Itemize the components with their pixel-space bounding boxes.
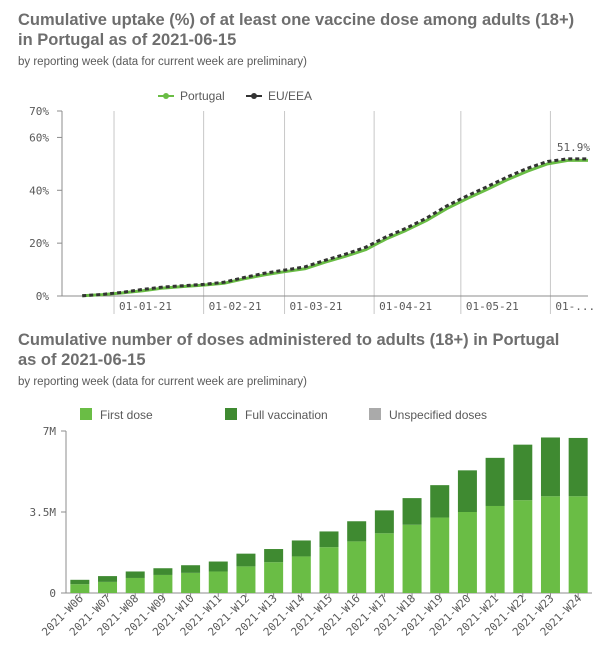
bar-full-vaccination: [374, 510, 394, 534]
legend-eu-label: EU/EEA: [268, 89, 312, 103]
bar-first-dose: [208, 571, 228, 593]
y-tick-label: 70%: [29, 105, 49, 118]
bar-full-vaccination: [98, 576, 118, 582]
chart2-subtitle: by reporting week (data for current week…: [18, 376, 307, 388]
legend-label: First dose: [100, 408, 153, 422]
bar-first-dose: [430, 517, 450, 593]
bar-full-vaccination: [153, 568, 173, 575]
legend-swatch: [369, 408, 381, 420]
bar-first-dose: [457, 512, 477, 593]
bar-first-dose: [485, 505, 505, 593]
x-tick-label: 01-01-21: [119, 300, 172, 313]
bar-full-vaccination: [513, 444, 533, 501]
bar-first-dose: [153, 574, 173, 593]
legend-swatch: [80, 408, 92, 420]
y-tick-label: 40%: [29, 184, 49, 197]
bar-full-vaccination: [457, 470, 477, 512]
bar-full-vaccination: [70, 579, 90, 585]
bar-first-dose: [264, 562, 284, 593]
bar-full-vaccination: [485, 457, 505, 506]
bar-full-vaccination: [125, 571, 145, 578]
annotation-label: 51.9%: [557, 141, 590, 154]
x-tick-label: 01-04-21: [379, 300, 432, 313]
bar-first-dose: [70, 584, 90, 593]
chart1-title: Cumulative uptake (%) of at least one va…: [18, 11, 575, 49]
bar-first-dose: [540, 496, 560, 593]
bar-first-dose: [319, 547, 339, 593]
uptake-line-chart: Portugal EU/EEA 01-01-21 01-02-21 01-03-21 01…: [29, 89, 595, 314]
bar-full-vaccination: [402, 498, 422, 525]
bar-full-vaccination: [236, 553, 256, 567]
y-tick-label: 0: [49, 587, 56, 600]
y-tick-label: 60%: [29, 131, 49, 144]
bar-first-dose: [291, 556, 311, 593]
chart2-title: Cumulative number of doses administered …: [18, 331, 560, 369]
x-tick-label: 01-02-21: [209, 300, 262, 313]
bar-first-dose: [568, 496, 588, 593]
bar-full-vaccination: [264, 549, 284, 563]
bar-first-dose: [347, 541, 367, 593]
y-tick-label: 3.5M: [30, 506, 57, 519]
series-line-eu-eea: [82, 157, 588, 298]
bar-first-dose: [236, 566, 256, 593]
bar-first-dose: [125, 577, 145, 593]
bar-full-vaccination: [291, 540, 311, 557]
bar-full-vaccination: [430, 485, 450, 518]
bar-full-vaccination: [540, 437, 560, 497]
bar-first-dose: [402, 524, 422, 593]
bar-first-dose: [98, 581, 118, 593]
bar-first-dose: [513, 500, 533, 593]
legend-label: Unspecified doses: [389, 408, 487, 422]
bar-first-dose: [181, 572, 201, 593]
x-tick-label: 01-05-21: [466, 300, 519, 313]
legend-portugal-marker: [163, 93, 169, 99]
y-tick-label: 0%: [36, 290, 50, 303]
y-tick-label: 7M: [43, 425, 57, 438]
legend-swatch: [225, 408, 237, 420]
bar-full-vaccination: [319, 531, 339, 548]
x-tick-label: 01-03-21: [290, 300, 343, 313]
bar-full-vaccination: [181, 565, 201, 573]
bar-full-vaccination: [347, 521, 367, 542]
chart1-subtitle: by reporting week (data for current week…: [18, 56, 307, 68]
y-tick-label: 20%: [29, 237, 49, 250]
bar-full-vaccination: [568, 437, 588, 497]
x-tick-label: 01-...: [555, 300, 595, 313]
legend-portugal-label: Portugal: [180, 89, 225, 103]
bar-first-dose: [374, 533, 394, 593]
bar-full-vaccination: [208, 561, 228, 572]
legend-label: Full vaccination: [245, 408, 328, 422]
legend-eu-marker: [251, 93, 257, 99]
